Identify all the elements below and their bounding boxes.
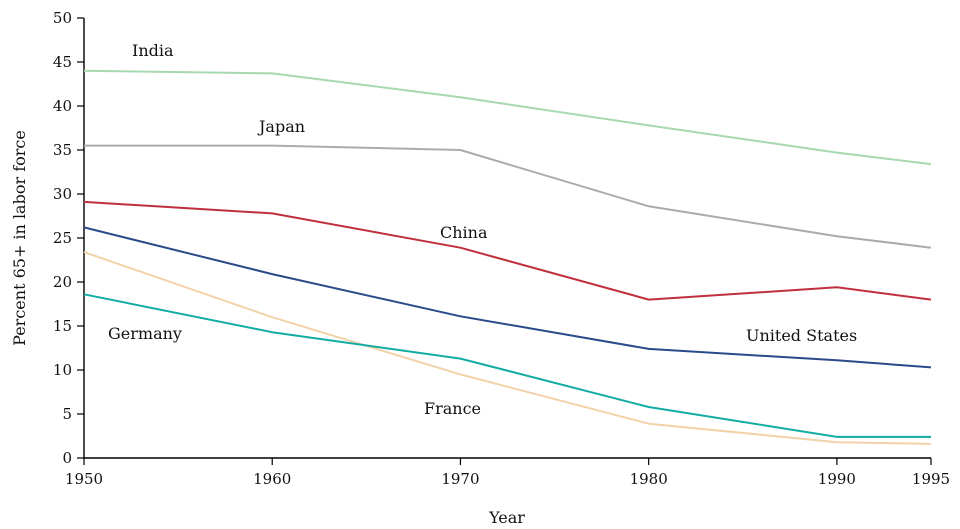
series-label-india: India xyxy=(132,41,174,60)
y-tick-label: 25 xyxy=(53,229,72,247)
y-tick-label: 45 xyxy=(53,53,72,71)
y-tick-label: 20 xyxy=(53,273,72,291)
y-tick-label: 10 xyxy=(53,361,72,379)
y-tick-label: 50 xyxy=(53,9,72,27)
x-tick-label: 1950 xyxy=(65,470,103,488)
y-tick-label: 15 xyxy=(53,317,72,335)
series-label-japan: Japan xyxy=(257,117,305,136)
x-tick-label: 1980 xyxy=(630,470,668,488)
x-tick-label: 1970 xyxy=(441,470,479,488)
series-label-germany: Germany xyxy=(108,324,182,343)
x-tick-label: 1960 xyxy=(253,470,291,488)
y-tick-label: 30 xyxy=(53,185,72,203)
series-label-united-states: United States xyxy=(746,326,857,345)
x-axis: 1950 1960 1970 1980 1990 1995 xyxy=(65,457,950,488)
series-line-india xyxy=(83,69,932,166)
y-axis: 0 5 10 15 20 25 30 35 40 45 50 xyxy=(53,9,85,467)
y-tick-label: 35 xyxy=(53,141,72,159)
y-tick-label: 0 xyxy=(62,449,72,467)
series-label-china: China xyxy=(440,223,488,242)
series-label-france: France xyxy=(424,399,481,418)
series-line-germany xyxy=(83,293,931,438)
series-group xyxy=(83,69,932,445)
y-tick-label: 40 xyxy=(53,97,72,115)
x-tick-label: 1995 xyxy=(912,470,950,488)
y-tick-label: 5 xyxy=(62,405,72,423)
series-labels: France Germany United States China Japan Indi… xyxy=(108,41,857,418)
x-axis-title: Year xyxy=(488,508,525,527)
series-line-japan xyxy=(84,144,932,249)
series-line-france xyxy=(83,251,932,445)
series-line-united-states xyxy=(83,226,932,369)
series-line-china xyxy=(83,200,932,301)
x-tick-label: 1990 xyxy=(818,470,856,488)
y-axis-title: Percent 65+ in labor force xyxy=(10,130,29,346)
